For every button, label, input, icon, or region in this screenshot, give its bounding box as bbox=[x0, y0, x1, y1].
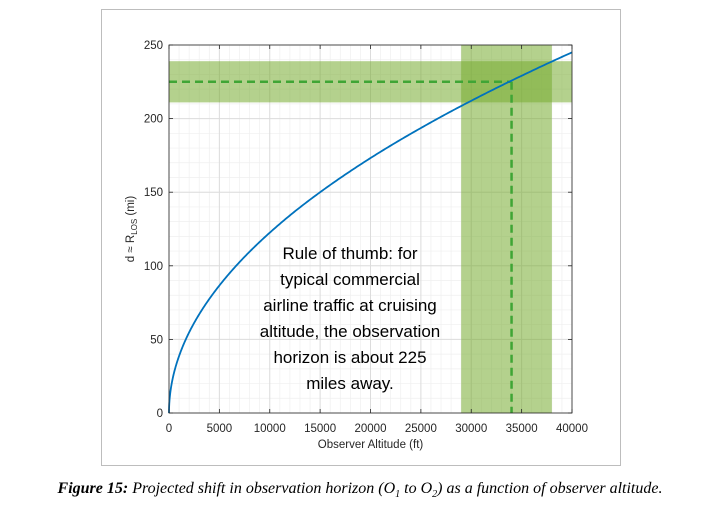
y-axis-label-unit: (mi) bbox=[125, 196, 137, 219]
x-tick-label: 40000 bbox=[556, 423, 588, 435]
y-tick-label: 0 bbox=[157, 408, 163, 420]
x-tick-label: 15000 bbox=[304, 423, 336, 435]
figure-caption-text-2: to O bbox=[400, 480, 433, 497]
annotation-line: altitude, the observation bbox=[260, 322, 441, 341]
annotation-line: typical commercial bbox=[280, 270, 420, 289]
y-axis-label-main: d ≈ R bbox=[125, 235, 137, 262]
annotation-line: miles away. bbox=[306, 374, 394, 393]
altitude-horizon-chart: 0 5000 10000 15000 20000 25000 30000 35000 40000… bbox=[125, 40, 588, 451]
y-tick-label: 150 bbox=[144, 187, 163, 199]
figure-caption-text-3: ) as a function of observer altitude. bbox=[437, 480, 663, 497]
x-tick-label: 25000 bbox=[405, 423, 437, 435]
figure-caption: Figure 15: Projected shift in observatio… bbox=[0, 480, 720, 500]
chart-tick-labels: 0 5000 10000 15000 20000 25000 30000 35000 40000… bbox=[144, 40, 588, 435]
figure-caption-o2-subscript: 2 bbox=[432, 489, 438, 501]
x-highlight-band bbox=[461, 45, 552, 413]
chart-series bbox=[168, 51, 573, 413]
x-tick-label: 30000 bbox=[455, 423, 487, 435]
y-tick-label: 100 bbox=[144, 261, 163, 273]
y-tick-label: 200 bbox=[144, 114, 163, 126]
reference-lines bbox=[169, 80, 513, 413]
figure-caption-o1-subscript: 1 bbox=[395, 489, 401, 501]
x-tick-label: 35000 bbox=[506, 423, 538, 435]
y-axis-label-subscript: LOS bbox=[130, 219, 139, 235]
x-axis-label: Observer Altitude (ft) bbox=[318, 439, 424, 451]
x-tick-label: 0 bbox=[166, 423, 172, 435]
figure-caption-text-1: Projected shift in observation horizon (… bbox=[128, 480, 396, 497]
annotation-line: horizon is about 225 bbox=[273, 348, 426, 367]
horizon-distance-curve bbox=[168, 51, 573, 413]
figure-frame bbox=[101, 9, 621, 466]
chart-axes bbox=[168, 44, 573, 414]
figure-caption-label: Figure 15: bbox=[57, 480, 129, 497]
x-tick-label: 10000 bbox=[254, 423, 286, 435]
rule-of-thumb-annotation: Rule of thumb: for typical commercial airl… bbox=[260, 244, 441, 393]
x-tick-label: 20000 bbox=[355, 423, 387, 435]
y-axis-label: d ≈ RLOS (mi) bbox=[125, 196, 139, 263]
annotation-line: Rule of thumb: for bbox=[282, 244, 417, 263]
y-tick-label: 250 bbox=[144, 40, 163, 52]
y-tick-label: 50 bbox=[150, 334, 163, 346]
x-tick-label: 5000 bbox=[207, 423, 233, 435]
annotation-line: airline traffic at cruising bbox=[263, 296, 437, 315]
